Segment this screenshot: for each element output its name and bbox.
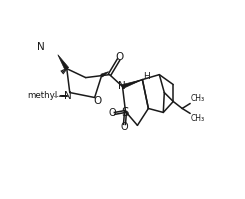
Text: O: O [121,122,128,132]
Text: CH₃: CH₃ [191,94,205,103]
Text: S: S [122,106,129,119]
Text: O: O [108,108,116,118]
Text: methyl: methyl [27,91,57,100]
Text: O: O [93,96,101,106]
Polygon shape [122,80,142,88]
Text: N: N [118,81,125,91]
Text: N: N [37,42,45,52]
Text: methyl: methyl [53,96,58,97]
Polygon shape [101,72,109,77]
Text: H: H [143,72,150,81]
Text: methyl: methyl [56,96,61,97]
Text: O: O [115,52,123,62]
Text: methyl: methyl [60,95,64,96]
Polygon shape [58,55,69,70]
Text: N: N [64,91,72,101]
Text: CH₃: CH₃ [191,114,205,123]
Text: methyl: methyl [59,96,63,97]
